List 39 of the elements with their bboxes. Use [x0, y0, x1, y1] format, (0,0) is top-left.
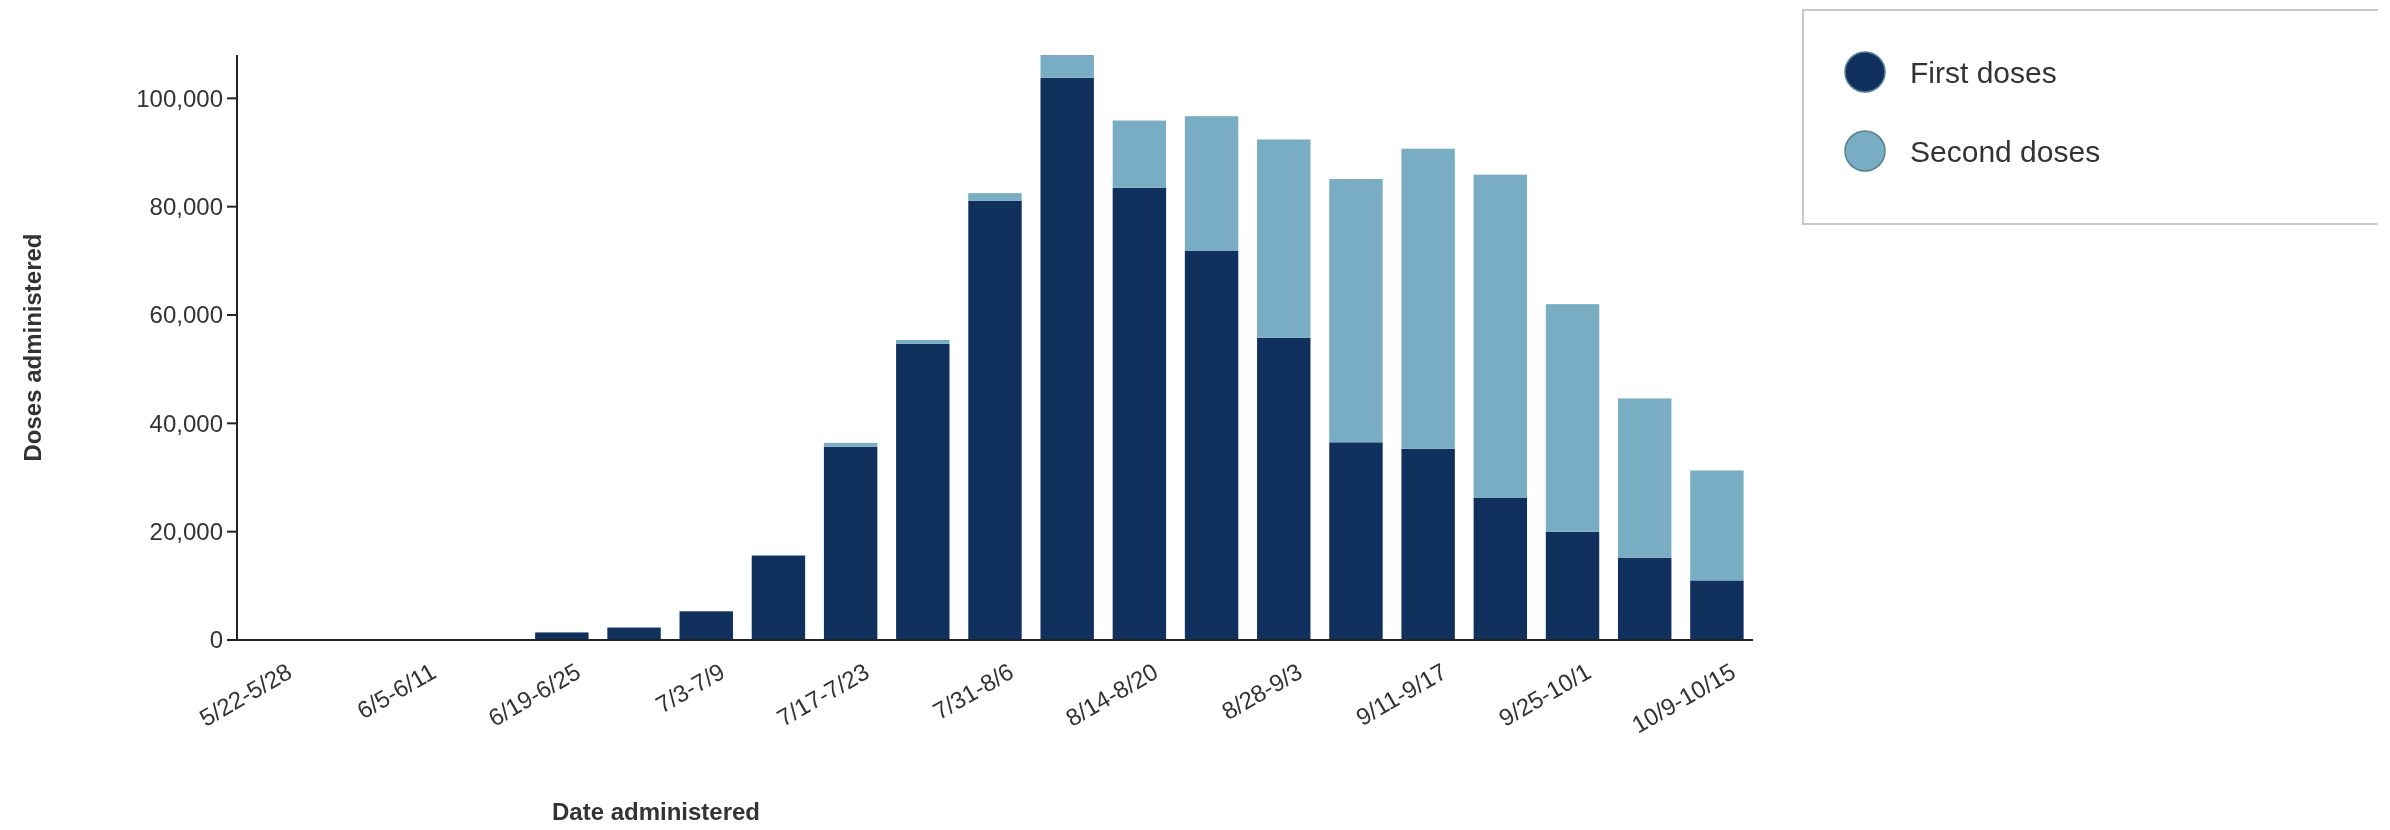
- y-axis-title: Doses administered: [19, 233, 46, 462]
- y-tick-label: 0: [209, 626, 223, 654]
- bar: [1401, 148, 1455, 449]
- bar: [1257, 337, 1311, 640]
- y-tick-label: 80,000: [149, 193, 223, 221]
- legend-label: First doses: [1910, 55, 2057, 89]
- bar: [823, 446, 878, 640]
- bar: [1618, 398, 1672, 558]
- bar: [1618, 557, 1672, 640]
- bar: [535, 632, 589, 640]
- bar: [1545, 531, 1600, 640]
- bar: [1112, 120, 1167, 188]
- legend-label: Second doses: [1910, 134, 2101, 168]
- bar: [1401, 448, 1455, 640]
- y-tick-label: 40,000: [149, 409, 223, 437]
- bar: [1184, 250, 1239, 640]
- y-tick-label: 100,000: [136, 84, 223, 112]
- x-axis-title: Date administered: [551, 798, 761, 825]
- bar: [679, 611, 733, 640]
- bar: [1690, 470, 1744, 581]
- y-tick-label: 60,000: [149, 301, 223, 329]
- bar: [1329, 179, 1383, 443]
- bar: [1184, 116, 1239, 251]
- bar: [896, 339, 950, 344]
- bar: [1690, 580, 1744, 640]
- bar: [823, 442, 878, 447]
- y-tick-label: 20,000: [149, 518, 223, 546]
- bar: [1473, 497, 1528, 640]
- bar: [968, 193, 1022, 201]
- bar: [1473, 174, 1528, 498]
- bar: [968, 200, 1022, 640]
- bar: [1257, 139, 1311, 338]
- bar: [1329, 442, 1383, 640]
- bar: [751, 555, 806, 640]
- bar: [1112, 187, 1167, 640]
- bar: [1040, 77, 1094, 640]
- bar: [896, 343, 950, 640]
- bar: [1040, 55, 1094, 78]
- bar: [1545, 304, 1600, 532]
